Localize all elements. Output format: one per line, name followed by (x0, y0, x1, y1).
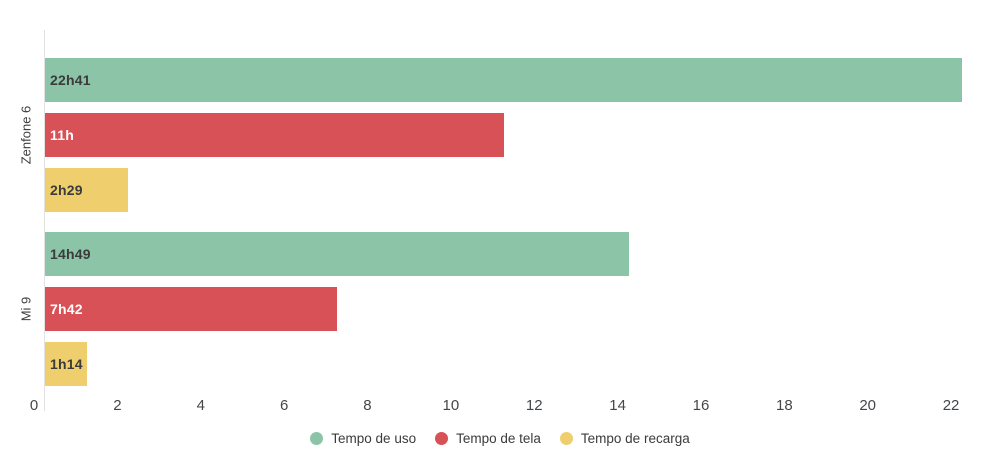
bar-value-label: 14h49 (50, 246, 91, 262)
tempo-de-uso-legend-dot-icon (310, 432, 324, 445)
x-tick-label: 18 (775, 397, 793, 414)
bar-value-label: 7h42 (50, 301, 83, 317)
x-tick-label: 2 (113, 397, 122, 414)
x-tick-label: 4 (196, 397, 205, 414)
bar-tempo-de-tela-mi-9: 7h42 (45, 287, 337, 331)
x-tick-label: 16 (692, 397, 710, 414)
legend-item-tempo-de-uso: Tempo de uso (310, 431, 416, 446)
legend-item-tempo-de-recarga: Tempo de recarga (559, 431, 690, 446)
tempo-de-tela-legend-dot-icon (435, 432, 449, 445)
tempo-de-recarga-legend-dot-icon (559, 432, 573, 445)
bar-tempo-de-recarga-mi-9: 1h14 (45, 342, 87, 386)
x-tick-label: 8 (363, 397, 372, 414)
x-tick-label: 6 (279, 397, 289, 414)
bar-value-label: 1h14 (50, 356, 83, 372)
category-label-mi-9: Mi 9 (18, 296, 34, 322)
y-axis-line (44, 30, 45, 411)
legend-item-tempo-de-tela: Tempo de tela (435, 431, 541, 446)
legend: Tempo de uso Tempo de tela Tempo de recarg… (0, 431, 1000, 446)
x-tick-label: 14 (609, 397, 626, 414)
bar-value-label: 22h41 (50, 72, 91, 88)
x-tick-label: 10 (442, 397, 460, 414)
x-tick-label: 0 (29, 397, 39, 414)
bar-value-label: 11h (50, 127, 74, 143)
x-tick-label: 20 (859, 397, 877, 414)
bar-tempo-de-uso-zenfone-6: 22h41 (45, 58, 962, 102)
x-tick-label: 12 (525, 397, 543, 414)
bar-tempo-de-recarga-zenfone-6: 2h29 (45, 168, 128, 212)
bar-value-label: 2h29 (50, 182, 83, 198)
category-label-zenfone-6: Zenfone 6 (18, 105, 34, 165)
legend-label: Tempo de recarga (580, 431, 690, 446)
x-tick-label: 22 (942, 397, 960, 414)
bar-tempo-de-uso-mi-9: 14h49 (45, 232, 629, 276)
legend-label: Tempo de uso (331, 431, 417, 446)
bar-tempo-de-tela-zenfone-6: 11h (45, 113, 504, 157)
legend-label: Tempo de tela (456, 431, 541, 446)
